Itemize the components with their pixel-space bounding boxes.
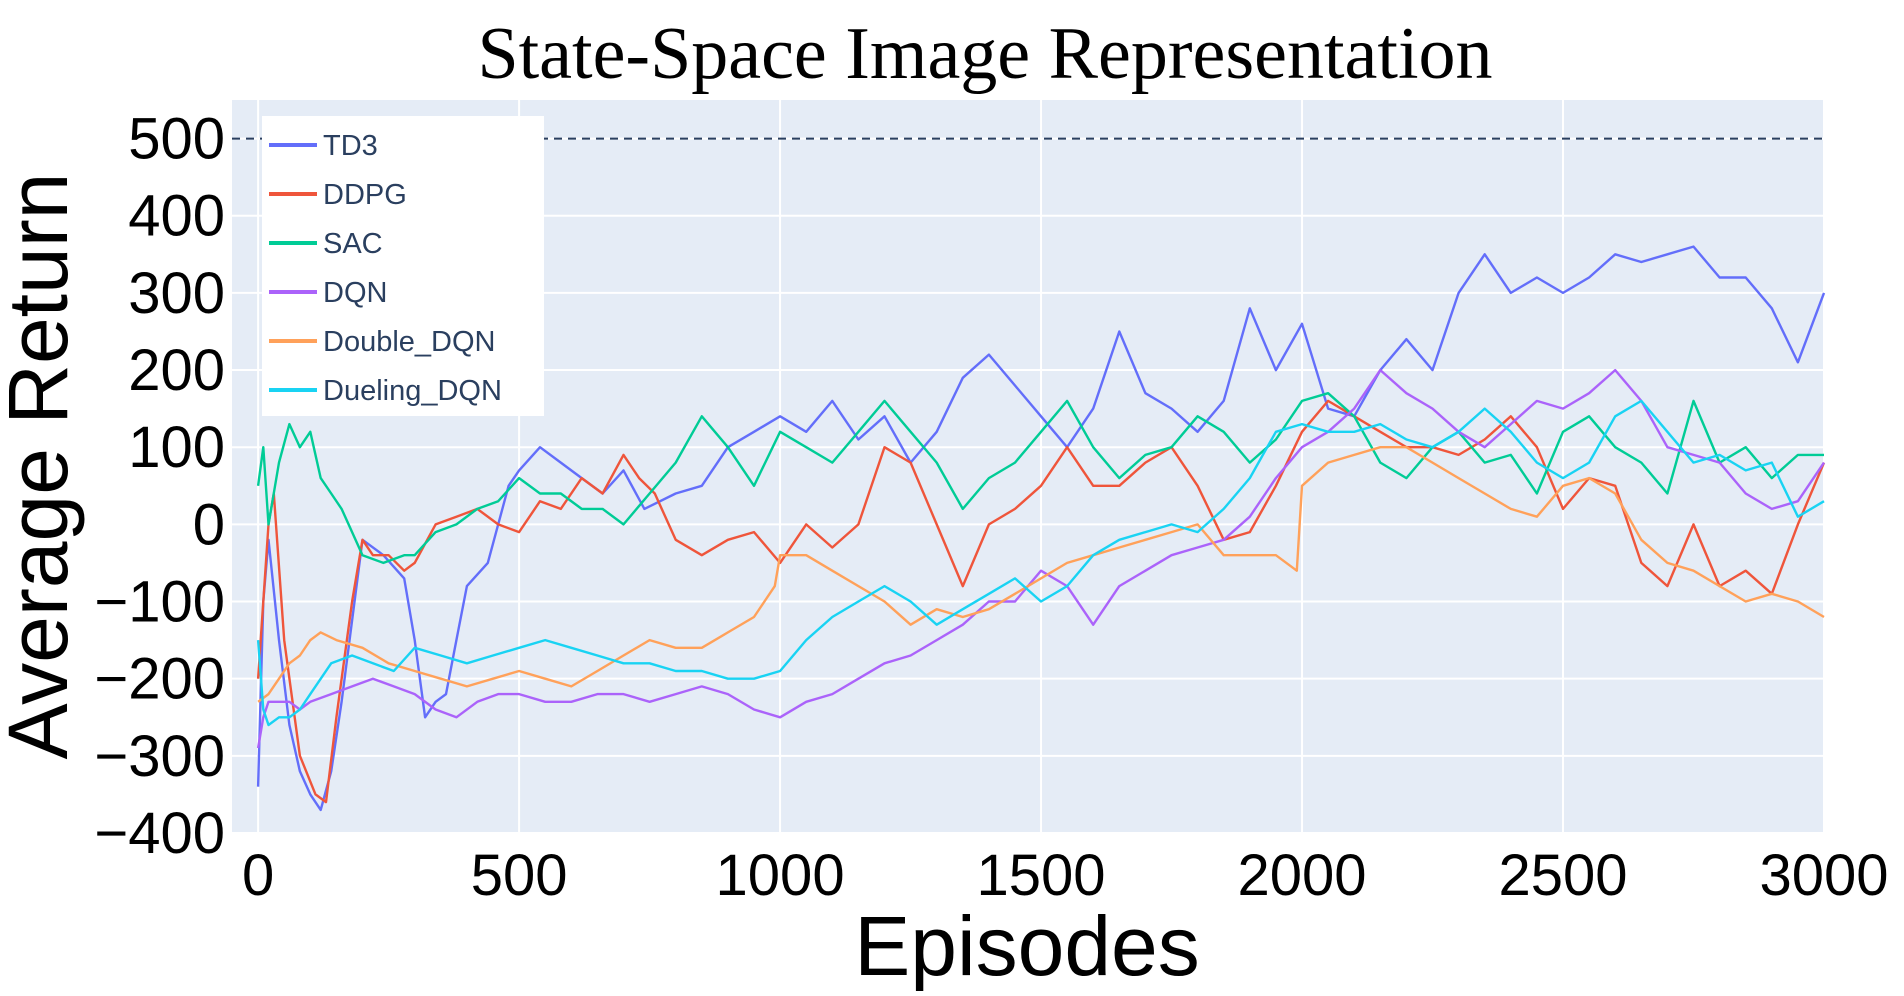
legend-label: TD3 (323, 130, 378, 162)
y-tick-label: 0 (193, 492, 225, 557)
x-tick-label: 500 (471, 843, 568, 908)
y-tick-label: −400 (94, 801, 225, 866)
y-tick-label: −100 (94, 570, 225, 635)
x-tick-label: 3000 (1759, 843, 1888, 908)
legend-label: Dueling_DQN (323, 375, 502, 407)
x-tick-label: 2500 (1499, 843, 1628, 908)
x-tick-label: 1500 (977, 843, 1106, 908)
y-tick-label: 200 (128, 338, 225, 403)
legend-label: DDPG (323, 179, 407, 211)
y-tick-label: −200 (94, 647, 225, 712)
legend-label: DQN (323, 277, 387, 309)
legend-label: SAC (323, 228, 383, 260)
series-line-sac (256, 392, 1824, 565)
y-tick-label: 100 (128, 415, 225, 480)
y-tick-label: 500 (128, 107, 225, 172)
x-tick-label: 2000 (1238, 843, 1367, 908)
y-axis-title: Average Return (0, 173, 85, 760)
series-line-double-dqn (257, 446, 1825, 703)
legend-box (262, 116, 544, 416)
y-tick-label: 300 (128, 261, 225, 326)
y-tick-label: 400 (128, 184, 225, 249)
series-line-dueling-dqn (256, 399, 1825, 727)
series-line-td3 (256, 245, 1826, 812)
series-lines (256, 245, 1826, 812)
y-tick-labels: −400 −300 −200 −100 0 100 200 300 400 500 (94, 107, 225, 866)
series-line-dqn (256, 368, 1825, 749)
legend: TD3 DDPG SAC DQN Double_DQN Dueling_DQN (262, 116, 544, 416)
chart-title: State-Space Image Representation (477, 13, 1492, 95)
legend-label: Double_DQN (323, 326, 495, 358)
x-tick-label: 0 (242, 843, 274, 908)
grid-lines (232, 100, 1825, 834)
x-tick-labels: 0 500 1000 1500 2000 2500 3000 (242, 843, 1889, 908)
y-tick-label: −300 (94, 724, 225, 789)
x-axis-title: Episodes (854, 899, 1200, 991)
x-tick-label: 1000 (716, 843, 845, 908)
